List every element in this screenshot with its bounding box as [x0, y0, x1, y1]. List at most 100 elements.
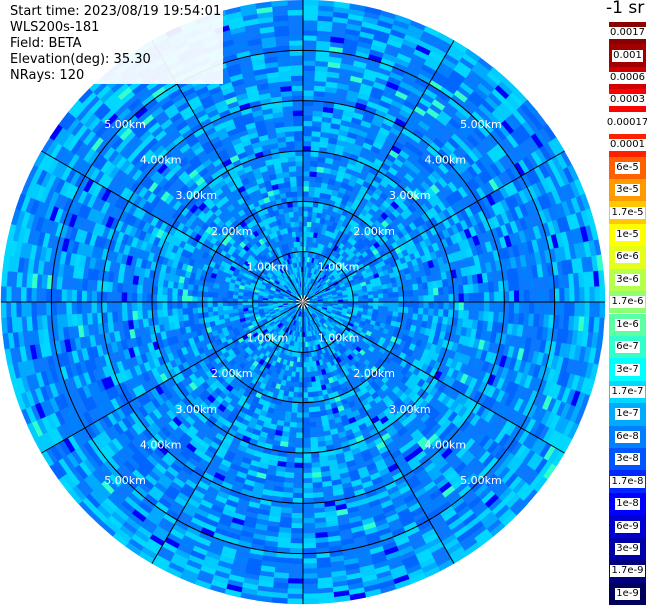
ppi-cell [403, 301, 409, 308]
ppi-cell [287, 227, 293, 234]
ppi-cell [296, 191, 304, 197]
ppi-cell [302, 211, 308, 217]
ppi-cell [302, 150, 312, 157]
ppi-cell [559, 301, 565, 316]
ppi-cell [403, 296, 409, 303]
ppi-cell [302, 90, 315, 97]
ppi-cell [131, 310, 139, 321]
ppi-cell [307, 391, 314, 398]
ppi-cell [290, 70, 304, 77]
ppi-cell [176, 301, 183, 309]
ppi-cell [81, 290, 88, 303]
ppi-cell [182, 307, 189, 315]
ppi-cell [458, 293, 465, 303]
ppi-cell [298, 387, 304, 393]
ppi-cell [308, 181, 316, 188]
ppi-cell [284, 411, 292, 418]
ppi-cell [289, 50, 304, 56]
ppi-cell [473, 301, 480, 312]
ppi-cell [302, 140, 312, 147]
ppi-cell [284, 125, 295, 133]
ppi-cell [302, 512, 315, 519]
ppi-cell [302, 372, 308, 378]
ppi-cell [297, 251, 301, 258]
ppi-cell [523, 289, 530, 303]
ppi-cell [292, 110, 304, 117]
ppi-cell [288, 211, 295, 218]
ppi-cell [273, 434, 282, 442]
ppi-cell [310, 376, 316, 383]
ppi-cell [302, 165, 311, 172]
ppi-cell [302, 130, 313, 137]
ppi-cell [377, 305, 384, 311]
ppi-cell [302, 412, 310, 418]
ppi-cell [387, 292, 394, 298]
ppi-cell [305, 356, 310, 363]
ppi-cell [311, 125, 322, 133]
ppi-cell [292, 492, 304, 499]
ppi-cell [291, 90, 304, 97]
ppi-cell [307, 216, 313, 223]
ppi-cell [81, 301, 88, 314]
ppi-cell [302, 452, 312, 459]
ppi-cell [407, 290, 414, 297]
ppi-cell [321, 177, 330, 185]
ppi-cell [299, 367, 304, 373]
ppi-cell [292, 487, 304, 494]
ppi-cell [371, 286, 378, 292]
ppi-cell [294, 221, 300, 228]
ppi-cell [404, 273, 412, 281]
ppi-cell [302, 437, 311, 444]
ppi-cell [192, 307, 199, 314]
ppi-cell [297, 201, 304, 207]
ppi-cell [428, 294, 435, 303]
ppi-cell [302, 522, 316, 529]
ppi-cell [305, 361, 311, 368]
ppi-cell [311, 135, 321, 143]
ppi-cell [316, 166, 325, 173]
ppi-cell [302, 95, 315, 102]
ppi-cell [121, 301, 128, 312]
ppi-cell [296, 417, 304, 424]
ppi-cell [302, 472, 313, 479]
ppi-cell [157, 316, 165, 326]
ppi-cell [293, 381, 299, 388]
ppi-cell [473, 292, 480, 303]
ppi-cell [297, 397, 304, 403]
ppi-cell [293, 386, 299, 393]
ppi-cell [146, 301, 153, 311]
ppi-cell [513, 290, 520, 303]
ppi-cell [289, 176, 297, 183]
ppi-cell [101, 301, 108, 313]
ppi-cell [111, 311, 119, 323]
ppi-cell [294, 140, 304, 147]
ppi-cell [293, 115, 304, 122]
ppi-cell [71, 289, 78, 303]
ppi-cell [413, 301, 419, 309]
ppi-cell [312, 115, 323, 123]
ppi-cell [313, 406, 321, 413]
ppi-cell [297, 392, 304, 398]
ppi-data-cells [0, 0, 606, 605]
ppi-cell [427, 288, 434, 296]
ppi-cell [157, 309, 164, 318]
ppi-cell [347, 296, 354, 300]
ppi-cell [302, 50, 317, 56]
ppi-cell [187, 295, 193, 303]
ppi-cell [312, 110, 324, 118]
ppi-cell [207, 301, 213, 308]
ppi-cell [487, 281, 495, 293]
ppi-cell [312, 391, 319, 398]
ppi-cell [289, 55, 304, 61]
ppi-cell [121, 292, 128, 303]
ppi-cell [202, 301, 208, 308]
ppi-cell [302, 70, 316, 77]
ppi-cell [285, 461, 295, 469]
ppi-cell [387, 287, 394, 294]
ppi-cell [283, 416, 292, 423]
ppi-cell [311, 461, 321, 469]
ppi-cell [192, 301, 198, 309]
ppi-cell [357, 307, 364, 312]
ppi-cell [242, 304, 249, 309]
ppi-cell [442, 286, 449, 295]
